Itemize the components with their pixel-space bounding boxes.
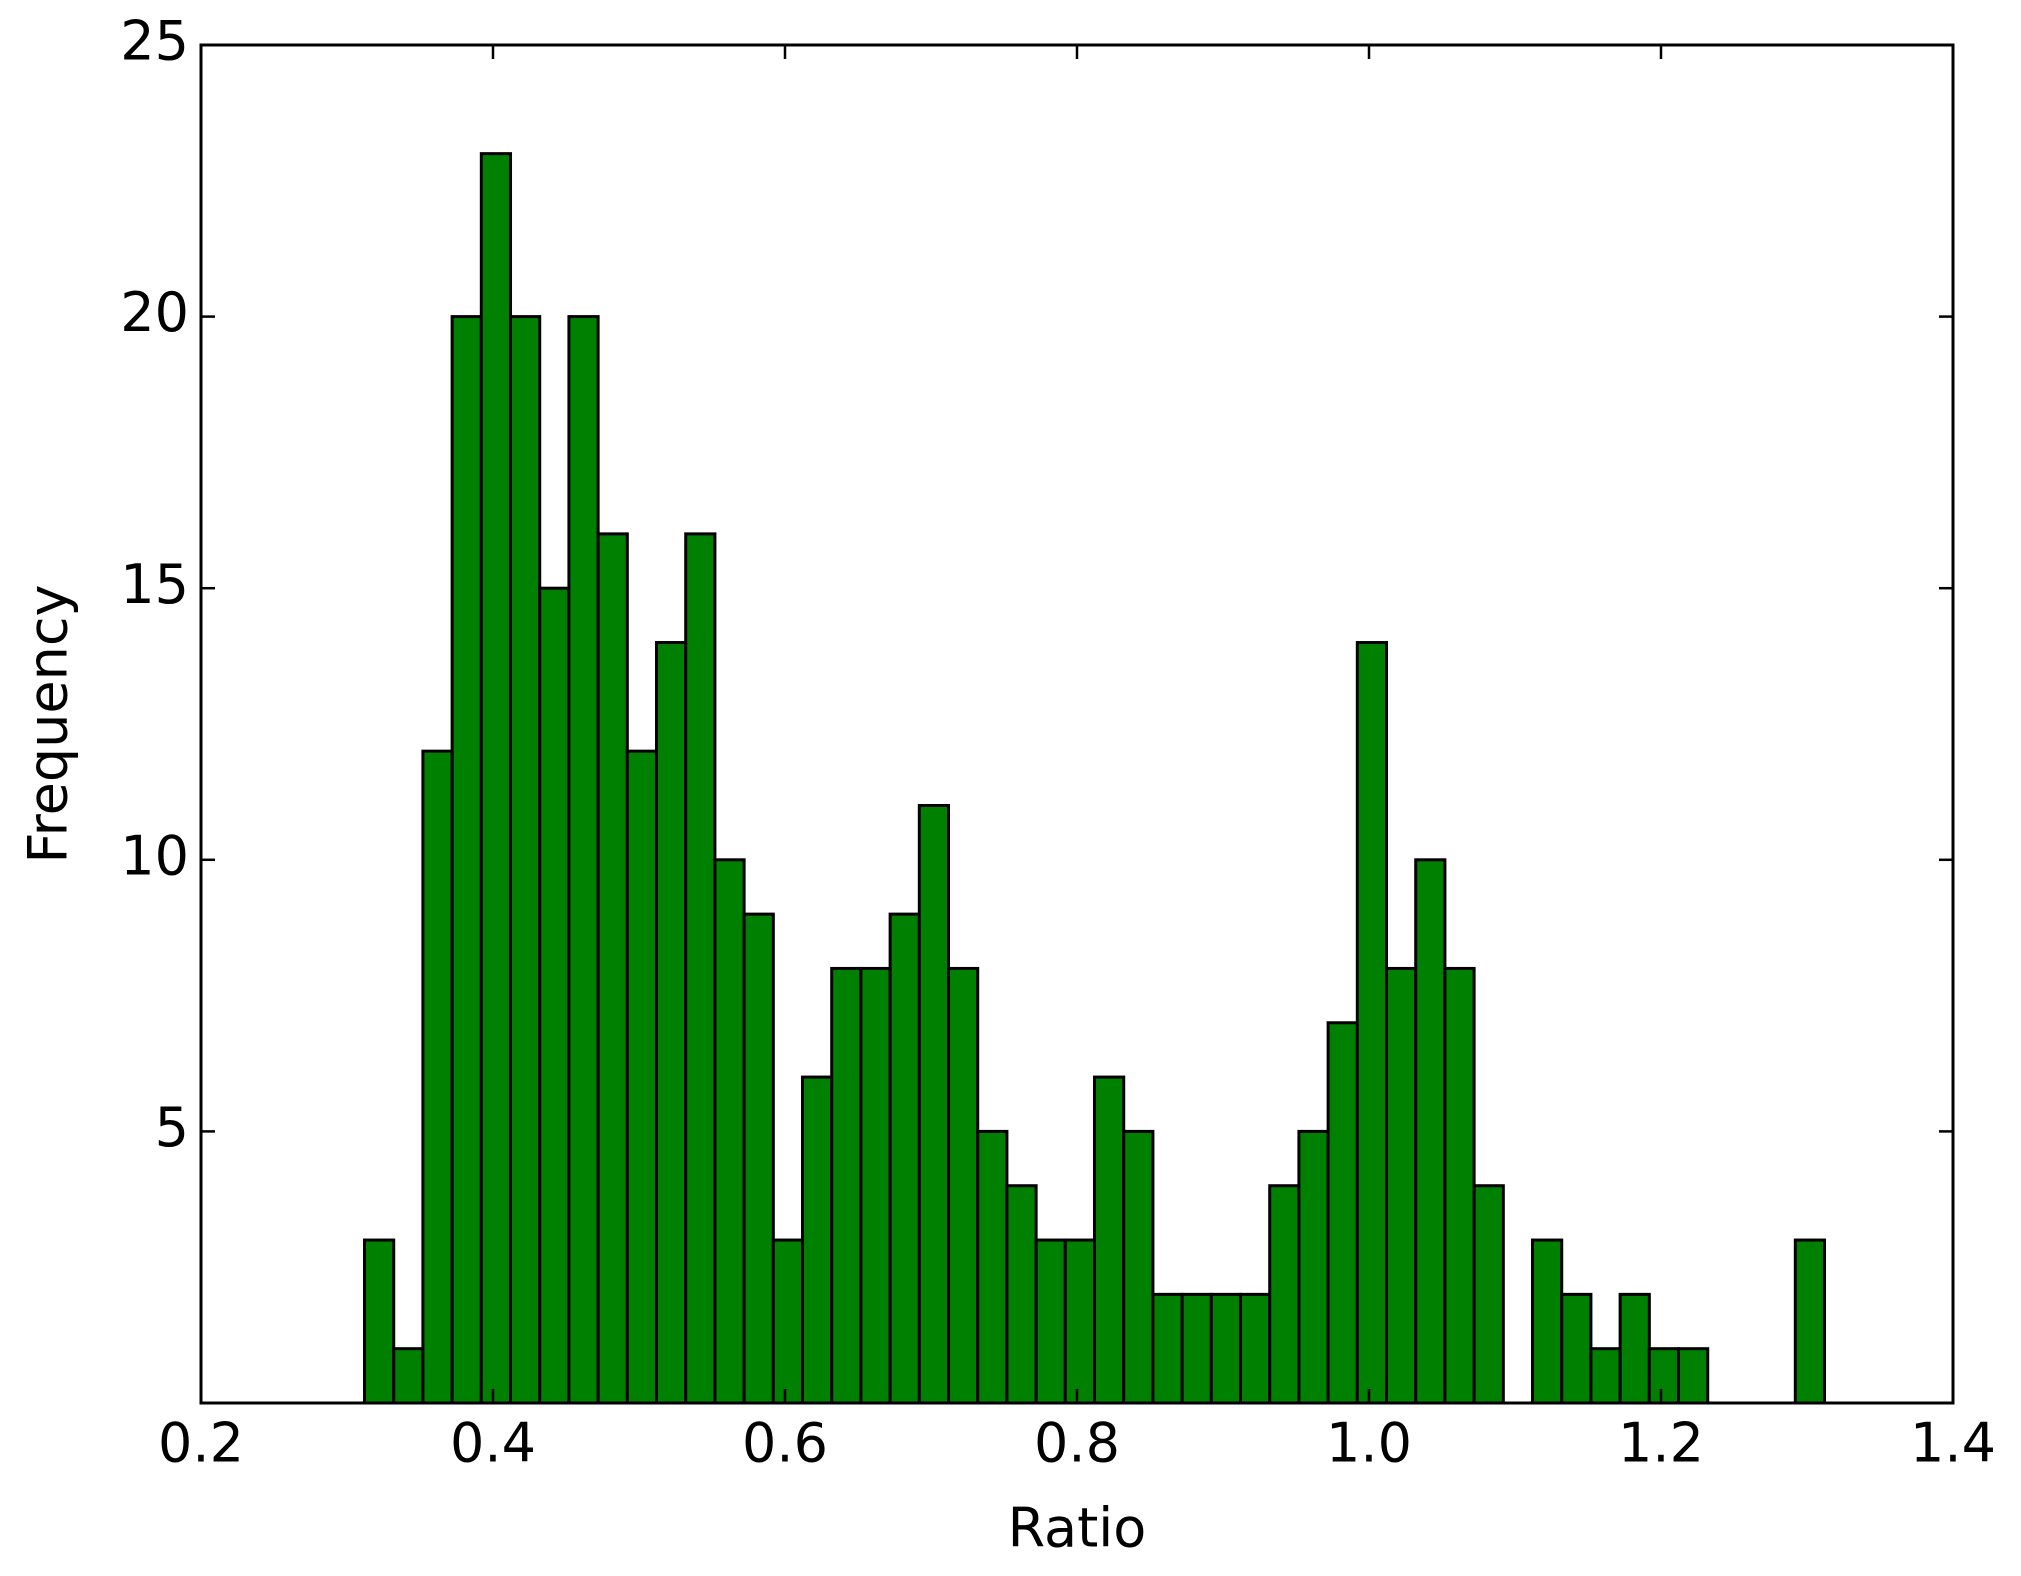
bar xyxy=(450,315,483,1405)
bar xyxy=(1297,1129,1330,1405)
bar xyxy=(1677,1347,1710,1405)
bar xyxy=(1268,1184,1301,1405)
bar xyxy=(976,1129,1009,1405)
bar xyxy=(1793,1238,1827,1405)
y-tick-label: 20 xyxy=(120,281,189,344)
x-tick-label: 0.6 xyxy=(742,1412,828,1475)
x-tick-label: 0.2 xyxy=(158,1412,244,1475)
bar xyxy=(1034,1238,1067,1405)
bar xyxy=(567,315,600,1405)
bar xyxy=(596,532,629,1405)
bar xyxy=(1151,1292,1184,1405)
bar xyxy=(1531,1238,1564,1405)
bar xyxy=(1618,1292,1651,1405)
bar xyxy=(1560,1292,1593,1405)
bar xyxy=(1005,1184,1038,1405)
x-tick-label: 0.4 xyxy=(450,1412,536,1475)
bar xyxy=(655,641,688,1405)
bar xyxy=(1239,1292,1272,1405)
bar xyxy=(479,152,513,1405)
bar xyxy=(771,1238,805,1405)
x-axis-label: Ratio xyxy=(1008,1497,1147,1560)
bar xyxy=(1472,1184,1505,1405)
bar xyxy=(1063,1238,1097,1405)
bar xyxy=(1122,1129,1155,1405)
bar xyxy=(1180,1292,1213,1405)
bar xyxy=(1589,1347,1622,1405)
bar xyxy=(888,912,921,1405)
y-tick-label: 5 xyxy=(155,1096,189,1159)
bar xyxy=(1209,1292,1243,1405)
bar xyxy=(363,1238,396,1405)
y-axis-label: Frequency xyxy=(17,585,80,864)
bar xyxy=(1385,966,1418,1405)
bar xyxy=(1414,858,1447,1405)
y-tick-label: 25 xyxy=(120,10,189,73)
x-tick-label: 1.2 xyxy=(1618,1412,1704,1475)
bar xyxy=(421,749,454,1405)
bar xyxy=(509,315,542,1405)
bar xyxy=(859,966,892,1405)
bar xyxy=(392,1347,425,1405)
bar xyxy=(1355,641,1389,1405)
bar xyxy=(742,912,775,1405)
bar xyxy=(947,966,980,1405)
y-tick-label: 10 xyxy=(120,824,189,887)
bar xyxy=(917,803,951,1405)
bar xyxy=(801,1075,834,1405)
bar xyxy=(713,858,746,1405)
bar xyxy=(1326,1021,1359,1405)
x-tick-label: 0.8 xyxy=(1034,1412,1120,1475)
bar xyxy=(1647,1347,1681,1405)
y-tick-label: 15 xyxy=(120,553,189,616)
bar xyxy=(625,749,659,1405)
bar xyxy=(830,966,863,1405)
bar xyxy=(684,532,717,1405)
bar xyxy=(1443,966,1476,1405)
bar xyxy=(1093,1075,1126,1405)
bar xyxy=(538,586,571,1405)
x-tick-label: 1.0 xyxy=(1326,1412,1412,1475)
x-tick-label: 1.4 xyxy=(1910,1412,1996,1475)
